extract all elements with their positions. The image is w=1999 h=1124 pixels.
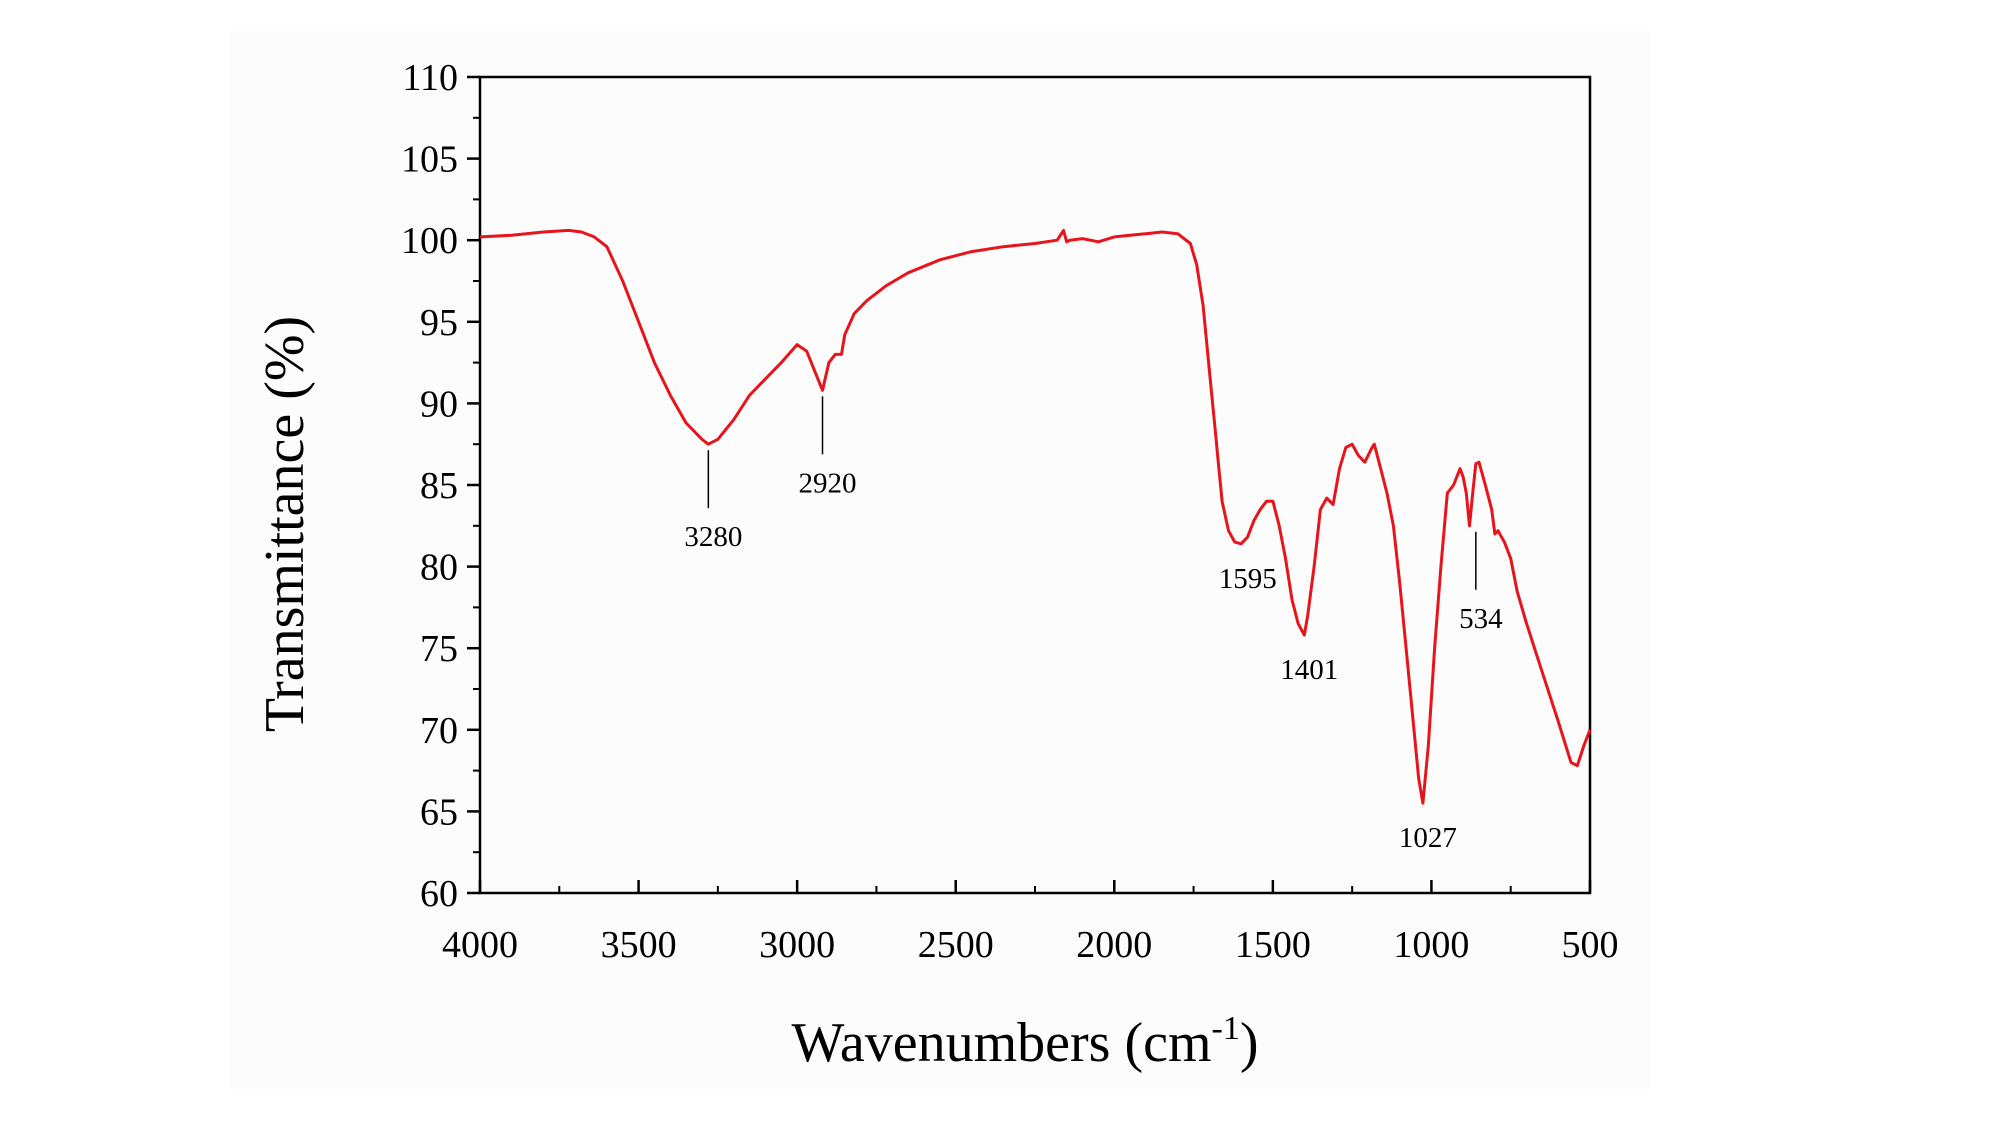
- y-tick-label: 75: [420, 628, 458, 670]
- peak-annotations: 3280 2920 1595 1401 1027 534: [684, 396, 1503, 854]
- y-tick-label: 85: [420, 465, 458, 507]
- peak-label: 1595: [1219, 563, 1277, 595]
- y-tick-label: 70: [420, 710, 458, 752]
- y-axis-title: Transmittance (%): [254, 316, 316, 732]
- peak-label: 1027: [1399, 822, 1457, 854]
- y-tick-label: 80: [420, 547, 458, 589]
- spectrum-line: [479, 228, 1592, 805]
- x-tick-label: 3000: [759, 924, 835, 966]
- tick-marks: [467, 75, 1592, 895]
- x-tick-label: 1500: [1235, 924, 1311, 966]
- y-tick-label: 105: [401, 139, 458, 181]
- y-tick-label: 100: [401, 220, 458, 262]
- y-tick-label: 95: [420, 302, 458, 344]
- x-tick-label: 1000: [1393, 924, 1469, 966]
- x-tick-label: 3500: [601, 924, 677, 966]
- series-layer: [479, 228, 1592, 805]
- x-axis-title-superscript: -1: [1212, 1010, 1240, 1047]
- x-axis-title-main: Wavenumbers (cm: [792, 1012, 1212, 1074]
- tick-labels: 4000 3500 3000 2500 2000 1500 1000 500 60 65 70 75 8…: [401, 57, 1619, 966]
- figure-background: [230, 30, 1650, 1090]
- peak-label: 2920: [799, 467, 857, 499]
- y-tick-label: 65: [420, 791, 458, 833]
- x-tick-label: 500: [1562, 924, 1619, 966]
- x-tick-label: 4000: [442, 924, 518, 966]
- y-tick-label: 60: [420, 873, 458, 915]
- x-axis-title: Wavenumbers (cm-1): [792, 1010, 1259, 1074]
- y-tick-label: 110: [402, 57, 458, 99]
- peak-label: 3280: [684, 521, 742, 553]
- y-tick-label: 90: [420, 383, 458, 425]
- x-axis-title-close: ): [1240, 1012, 1259, 1074]
- x-tick-label: 2000: [1076, 924, 1152, 966]
- x-tick-label: 2500: [918, 924, 994, 966]
- peak-label: 534: [1459, 603, 1503, 635]
- peak-label: 1401: [1280, 654, 1338, 686]
